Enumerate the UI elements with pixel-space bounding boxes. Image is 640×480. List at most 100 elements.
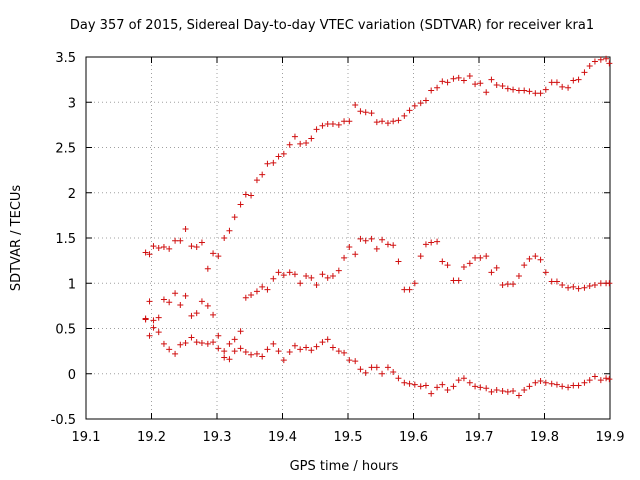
data-point — [329, 344, 336, 351]
data-point — [373, 245, 380, 252]
data-point — [510, 86, 517, 93]
data-point — [346, 244, 353, 251]
data-point — [150, 324, 157, 331]
y-tick-labels: -0.5 0 0.5 1 1.5 2 2.5 3 3.5 — [51, 51, 76, 428]
data-point — [286, 269, 293, 276]
data-point — [373, 119, 380, 126]
x-tick-label: 19.7 — [465, 430, 494, 445]
data-point — [341, 349, 348, 356]
data-point — [319, 122, 326, 129]
data-point — [477, 384, 484, 391]
data-point — [177, 301, 184, 308]
y-tick-label: 1 — [68, 277, 76, 292]
y-tick-label: 3.5 — [55, 51, 76, 66]
y-tick-label: -0.5 — [51, 413, 76, 428]
data-point — [210, 250, 217, 257]
data-point — [204, 340, 211, 347]
data-point — [586, 63, 593, 70]
data-point — [166, 346, 173, 353]
series-middle — [142, 235, 613, 355]
data-point — [591, 373, 598, 380]
data-point — [166, 245, 173, 252]
data-point — [198, 339, 205, 346]
data-point — [259, 283, 266, 290]
data-point — [215, 332, 222, 339]
data-point — [488, 76, 495, 83]
data-point — [160, 296, 167, 303]
grid-lines — [86, 57, 610, 419]
data-point — [395, 375, 402, 382]
data-point — [193, 310, 200, 317]
data-point — [591, 58, 598, 65]
data-point — [483, 253, 490, 260]
data-point — [488, 269, 495, 276]
data-point — [390, 118, 397, 125]
data-point — [231, 214, 238, 221]
data-point — [275, 269, 282, 276]
data-point — [297, 280, 304, 287]
data-point — [565, 84, 572, 91]
data-point — [460, 263, 467, 270]
data-point — [142, 249, 149, 256]
data-point — [150, 243, 157, 250]
data-point — [460, 77, 467, 84]
data-point — [406, 286, 413, 293]
data-point — [532, 90, 539, 97]
data-point — [362, 237, 369, 244]
data-point — [291, 271, 298, 278]
data-point — [515, 87, 522, 94]
data-point — [275, 153, 282, 160]
data-point — [297, 346, 304, 353]
data-point — [237, 201, 244, 208]
data-point — [231, 336, 238, 343]
data-point — [401, 379, 408, 386]
axis-ticks — [85, 56, 611, 420]
data-point — [379, 370, 386, 377]
y-tick-label: 2 — [68, 187, 76, 202]
data-point — [346, 357, 353, 364]
data-point — [542, 379, 549, 386]
data-point — [155, 329, 162, 336]
data-point — [586, 282, 593, 289]
data-point — [575, 76, 582, 83]
data-point — [313, 282, 320, 289]
data-point — [548, 278, 555, 285]
data-point — [357, 366, 364, 373]
data-point — [483, 89, 490, 96]
x-tick-label: 19.6 — [399, 430, 428, 445]
x-tick-label: 19.4 — [268, 430, 297, 445]
data-point — [466, 73, 473, 80]
data-point — [329, 120, 336, 127]
data-point — [242, 294, 249, 301]
data-point — [450, 383, 457, 390]
data-point — [319, 271, 326, 278]
data-point — [553, 381, 560, 388]
data-point — [390, 368, 397, 375]
data-point — [417, 100, 424, 107]
data-point — [537, 90, 544, 97]
data-point — [548, 79, 555, 86]
data-point — [472, 254, 479, 261]
data-point — [597, 56, 604, 63]
data-point — [303, 344, 310, 351]
data-point — [455, 377, 462, 384]
data-point — [275, 348, 282, 355]
data-point — [335, 348, 342, 355]
data-point — [401, 286, 408, 293]
data-point — [466, 379, 473, 386]
x-tick-label: 19.2 — [137, 430, 166, 445]
data-point — [526, 255, 533, 262]
data-point — [297, 140, 304, 147]
data-point — [335, 121, 342, 128]
data-point — [291, 342, 298, 349]
data-point — [575, 382, 582, 389]
data-point — [553, 79, 560, 86]
data-points — [142, 55, 613, 399]
data-point — [521, 387, 528, 394]
data-point — [177, 237, 184, 244]
data-point — [198, 239, 205, 246]
x-tick-label: 19.5 — [334, 430, 363, 445]
data-point — [521, 262, 528, 269]
data-point — [221, 348, 228, 355]
data-point — [357, 235, 364, 242]
